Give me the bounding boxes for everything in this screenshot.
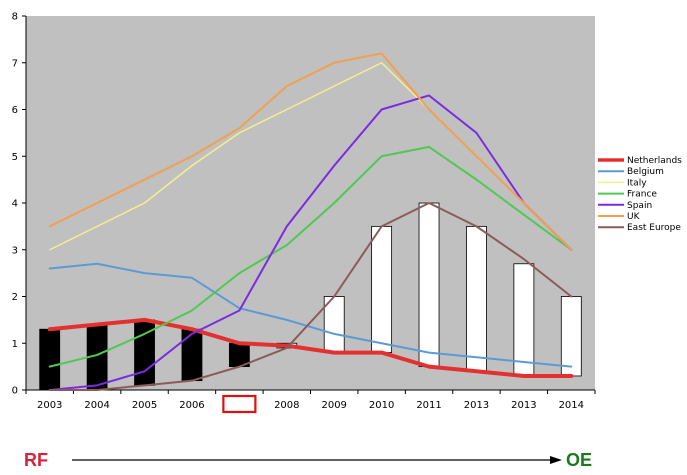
series-line	[48, 262, 573, 368]
legend-label: France	[627, 190, 657, 200]
y-tick-label: 3	[12, 245, 18, 256]
legend-label: Italy	[627, 178, 647, 188]
x-tick-label: 2003	[37, 400, 62, 411]
x-tick-label: 2008	[274, 400, 299, 411]
y-tick-label: 6	[12, 105, 18, 116]
series-line	[48, 202, 573, 391]
floating-bar	[466, 225, 487, 372]
y-tick-label: 8	[12, 12, 18, 23]
x-tick-label: 2006	[179, 400, 204, 411]
legend-label: Netherlands	[627, 156, 682, 166]
x-tick-label: 2013	[511, 400, 536, 411]
y-axis: 0 1 2 3 4 5 6 7 8	[12, 12, 27, 397]
floating-bar	[418, 202, 440, 368]
x-tick-label: 2013	[464, 400, 489, 411]
x-axis: 2003 2004 2005 2006 2008 2009 2010 2011 2013 2013…	[25, 389, 596, 414]
start-label: RF	[24, 450, 48, 470]
series-line	[48, 145, 573, 368]
end-label: OE	[566, 450, 592, 470]
arrow-head-icon	[550, 456, 562, 464]
x-tick-label: 2014	[559, 400, 584, 411]
series-lines	[47, 52, 574, 391]
floating-bars	[39, 202, 582, 391]
floating-bar	[181, 328, 203, 382]
y-tick-label: 1	[12, 339, 18, 350]
y-tick-label: 5	[12, 152, 18, 163]
x-tick-label: 2005	[132, 400, 157, 411]
x-tick-label: 2010	[369, 400, 394, 411]
legend-label: Spain	[627, 201, 652, 211]
x-tick-label: 2011	[416, 400, 441, 411]
legend-label: East Europe	[627, 223, 681, 233]
y-tick-label: 4	[12, 199, 18, 210]
legend-label: Belgium	[627, 167, 664, 177]
floating-bar	[513, 263, 535, 377]
flow-axis: RF OE	[24, 450, 592, 470]
legend-label: UK	[627, 212, 641, 222]
floating-bar	[560, 296, 582, 377]
y-tick-label: 7	[12, 58, 18, 69]
y-tick-label: 2	[12, 292, 18, 303]
series-line	[48, 94, 573, 391]
highlight-box	[222, 394, 257, 414]
x-tick-label: 2004	[84, 400, 109, 411]
floating-bar	[371, 225, 393, 353]
y-tick-label: 0	[12, 386, 18, 397]
series-line	[48, 52, 573, 251]
floating-bar	[39, 328, 61, 391]
series-line	[47, 317, 574, 378]
x-tick-label: 2009	[321, 400, 346, 411]
